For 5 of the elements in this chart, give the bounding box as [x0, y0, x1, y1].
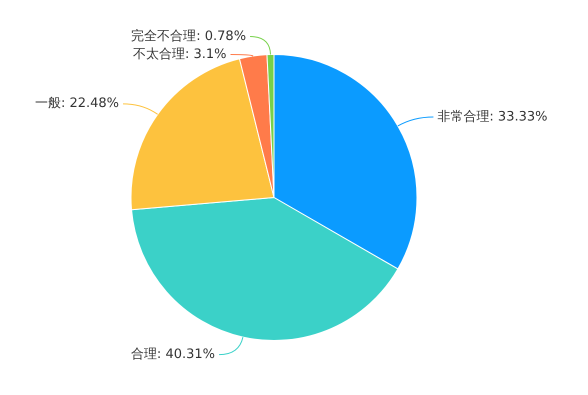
slice-label: 一般: 22.48%	[34, 96, 120, 112]
slice-label: 非常合理: 33.33%	[437, 109, 548, 124]
slice-label: 完全不合理: 0.78%	[131, 28, 246, 44]
slice-label: 合理: 40.31%	[130, 347, 216, 362]
slice-label: 不太合理: 3.1%	[132, 46, 227, 62]
